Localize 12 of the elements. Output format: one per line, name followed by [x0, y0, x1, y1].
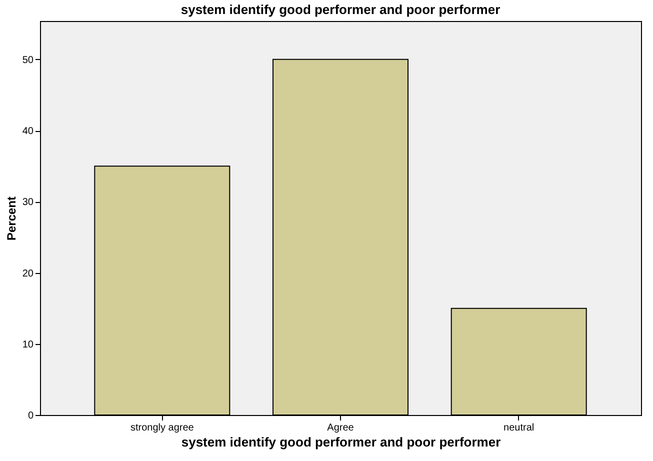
y-tick-label: 20	[22, 268, 34, 280]
x-tick-label: Agree	[327, 422, 354, 434]
y-tick-label: 10	[22, 339, 34, 350]
x-tick-label: neutral	[504, 422, 534, 434]
y-axis-title: Percent	[4, 196, 18, 241]
y-tick-label: 50	[22, 54, 34, 66]
chart-title: system identify good performer and poor performer	[180, 2, 500, 17]
y-tick-label: 30	[22, 197, 34, 208]
y-tick-label: 0	[28, 410, 34, 422]
y-tick-label: 40	[22, 126, 34, 138]
x-tick-label: strongly agree	[130, 422, 194, 434]
x-axis-title: system identify good performer and poor performer	[181, 434, 501, 450]
